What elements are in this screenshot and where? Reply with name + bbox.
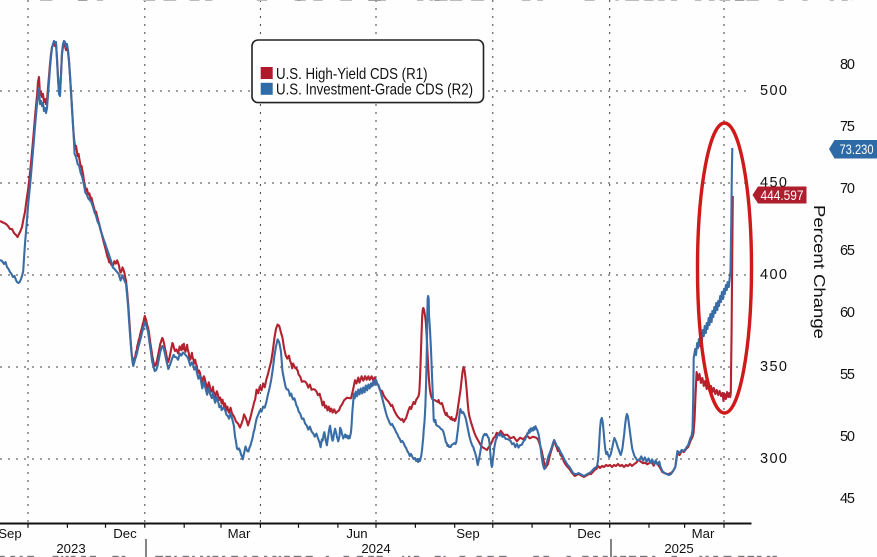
- svg-text:2023: 2023: [56, 541, 85, 556]
- svg-text:Sep: Sep: [456, 526, 479, 541]
- svg-text:45: 45: [840, 491, 855, 507]
- svg-text:60: 60: [840, 305, 855, 321]
- svg-text:2024: 2024: [361, 541, 390, 556]
- svg-text:Percent Change: Percent Change: [810, 205, 827, 339]
- svg-text:50: 50: [840, 429, 855, 445]
- svg-text:2025: 2025: [664, 541, 693, 556]
- svg-text:Mar: Mar: [228, 526, 251, 541]
- svg-text:U.S. High-Yield CDS (R1): U.S. High-Yield CDS (R1): [276, 66, 428, 83]
- svg-text:U.S. Investment-Grade CDS (R2): U.S. Investment-Grade CDS (R2): [276, 82, 473, 99]
- svg-text:Dec: Dec: [577, 526, 601, 541]
- svg-text:350: 350: [760, 359, 787, 375]
- svg-text:80: 80: [840, 57, 855, 73]
- svg-text:300: 300: [760, 451, 787, 467]
- svg-text:55: 55: [840, 367, 855, 383]
- svg-text:Dec: Dec: [113, 526, 137, 541]
- svg-text:500: 500: [760, 83, 787, 99]
- svg-text:Sep: Sep: [0, 526, 22, 541]
- svg-text:Jun: Jun: [346, 526, 367, 541]
- svg-text:75: 75: [840, 119, 855, 135]
- svg-text:Mar: Mar: [692, 526, 715, 541]
- svg-text:444.597: 444.597: [761, 188, 804, 203]
- svg-text:73.230: 73.230: [840, 142, 874, 157]
- svg-text:70: 70: [840, 181, 855, 197]
- svg-text:65: 65: [840, 243, 855, 259]
- svg-text:400: 400: [760, 267, 787, 283]
